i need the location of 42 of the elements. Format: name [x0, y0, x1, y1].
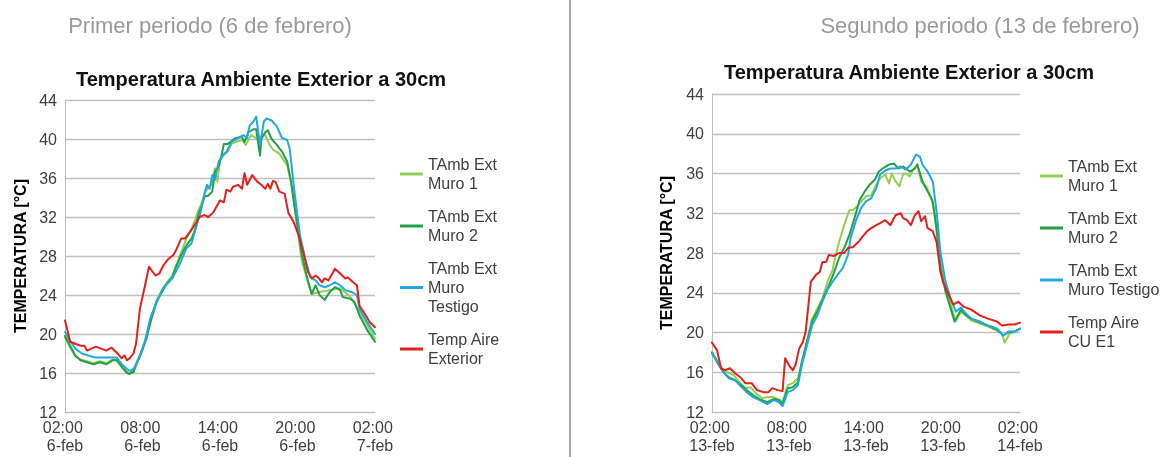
legend-label: TAmb Ext Muro 1: [428, 156, 502, 192]
y-tick-label: 36: [686, 165, 705, 182]
y-tick-label: 20: [686, 324, 705, 341]
x-tick-label: 02:00 7-feb: [352, 418, 398, 454]
legend-label: TAmb Ext Muro 2: [1068, 210, 1142, 246]
legend-label: TAmb Ext Muro 1: [1068, 158, 1142, 194]
x-tick-label: 02:00 14-feb: [997, 418, 1043, 454]
y-axis-title: TEMPERATURA [°C]: [657, 176, 675, 330]
chart-subtitle: Primer periodo (6 de febrero): [68, 12, 352, 38]
y-tick-label: 28: [39, 247, 58, 265]
y-tick-label: 32: [39, 208, 58, 226]
chart-title: Temperatura Ambiente Exterior a 30cm: [75, 68, 447, 90]
y-tick-label: 44: [686, 85, 705, 103]
legend-label: TAmb Ext Muro Testigo: [1068, 262, 1160, 298]
y-tick-label: 12: [686, 403, 705, 421]
x-tick-label: 02:00 13-feb: [689, 418, 735, 454]
x-tick-label: 08:00 13-feb: [766, 418, 812, 454]
legend-label: TAmb Ext Muro Testigo: [428, 260, 502, 315]
y-tick-label: 12: [39, 403, 58, 421]
legend-label: Temp Aire Exterior: [428, 331, 504, 367]
y-tick-label: 28: [686, 244, 705, 262]
x-tick-label: 08:00 6-feb: [120, 418, 165, 454]
x-tick-label: 02:00 6-feb: [42, 418, 88, 454]
chart-title: Temperatura Ambiente Exterior a 30cm: [723, 61, 1095, 83]
y-tick-label: 24: [39, 286, 58, 304]
y-tick-label: 16: [39, 364, 58, 382]
x-tick-label: 20:00 13-feb: [920, 418, 966, 454]
chart-subtitle: Segundo periodo (13 de febrero): [820, 12, 1140, 38]
y-tick-label: 20: [39, 325, 58, 343]
y-tick-label: 24: [686, 284, 705, 302]
y-tick-label: 32: [686, 204, 705, 222]
y-axis-title: TEMPERATURA [°C]: [11, 179, 29, 333]
legend-label: Temp Aire CU E1: [1068, 314, 1144, 350]
y-tick-label: 44: [39, 91, 58, 109]
y-tick-label: 16: [686, 363, 705, 381]
legend-label: TAmb Ext Muro 2: [428, 208, 502, 244]
x-tick-label: 20:00 6-feb: [275, 418, 320, 454]
y-tick-label: 40: [686, 125, 705, 143]
y-tick-label: 40: [39, 130, 58, 148]
y-tick-label: 36: [39, 169, 58, 187]
x-tick-label: 14:00 6-feb: [197, 418, 243, 454]
x-tick-label: 14:00 13-feb: [843, 418, 889, 454]
